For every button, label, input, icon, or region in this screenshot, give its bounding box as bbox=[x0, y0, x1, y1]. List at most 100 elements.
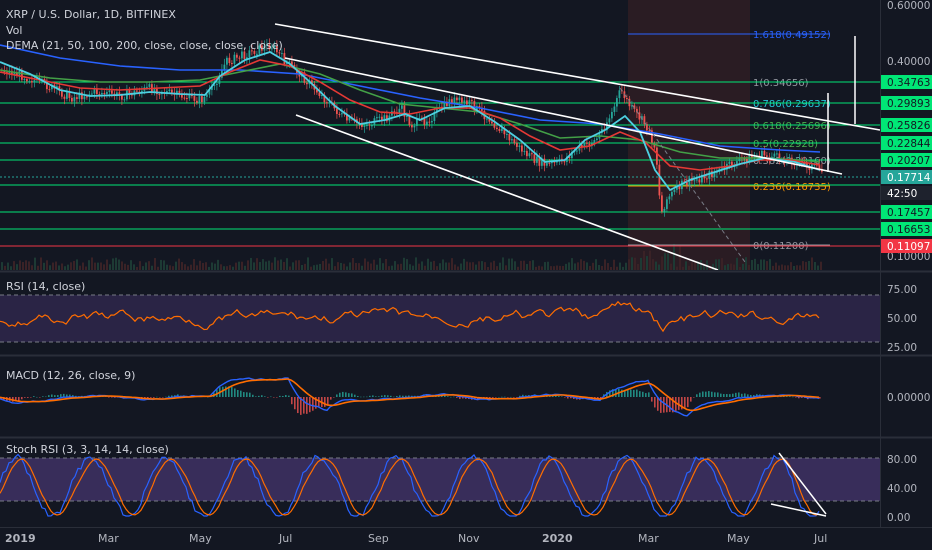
volume-bar bbox=[127, 264, 129, 270]
candle-body bbox=[26, 78, 28, 82]
volume-bar bbox=[808, 260, 810, 270]
trendlines[interactable] bbox=[274, 23, 880, 270]
time-axis[interactable]: 2019 Mar May Jul Sep Nov 2020 Mar May Ju… bbox=[5, 532, 827, 545]
macd-histogram-bar bbox=[651, 397, 653, 402]
price-axis[interactable]: 0.60000 0.40000 0.10000 0.347630.298930.… bbox=[880, 0, 932, 270]
volume-bar bbox=[814, 261, 816, 270]
channel-mid-trendline[interactable] bbox=[284, 57, 843, 175]
volume-bar bbox=[289, 266, 291, 270]
candle-body bbox=[773, 153, 776, 157]
candle-body bbox=[731, 161, 733, 167]
volume-bar bbox=[457, 266, 459, 270]
volume-bar bbox=[85, 266, 87, 270]
candle-body bbox=[411, 124, 413, 128]
candle-body bbox=[58, 86, 61, 91]
macd-histogram-bar bbox=[57, 395, 59, 397]
macd-histogram-bar bbox=[633, 389, 635, 397]
volume-bar bbox=[499, 262, 501, 270]
macd-histogram-bar bbox=[288, 395, 290, 397]
volume-bar bbox=[10, 266, 12, 270]
candle-body bbox=[711, 171, 713, 177]
channel-lower-trendline[interactable] bbox=[295, 114, 719, 270]
stoch-trendline-lower[interactable] bbox=[770, 503, 827, 517]
candle-body bbox=[788, 157, 791, 159]
volume-bar bbox=[316, 264, 318, 270]
volume-bar bbox=[247, 260, 249, 270]
candle-body bbox=[98, 94, 101, 96]
symbol-title: XRP / U.S. Dollar, 1D, BITFINEX bbox=[6, 8, 176, 21]
volume-bar bbox=[49, 265, 51, 270]
candle-body bbox=[706, 178, 708, 180]
candle-body bbox=[683, 180, 686, 182]
candle-body bbox=[306, 82, 308, 85]
volume-bar bbox=[169, 265, 171, 270]
rsi-pane[interactable]: RSI (14, close) 75.00 50.00 25.00 bbox=[0, 280, 917, 354]
candle-body bbox=[158, 94, 161, 96]
macd-histogram-bar bbox=[255, 396, 257, 397]
macd-label: MACD (12, 26, close, 9) bbox=[6, 369, 135, 382]
volume-bar bbox=[496, 266, 498, 270]
volume-bar bbox=[31, 265, 33, 270]
macd-histogram-bar bbox=[522, 394, 524, 397]
candle-body bbox=[503, 128, 506, 135]
dema-50-line bbox=[0, 59, 821, 171]
macd-histogram-bar bbox=[663, 397, 665, 413]
candle-body bbox=[201, 96, 203, 103]
volume-bar bbox=[439, 263, 441, 270]
candle-body bbox=[341, 113, 343, 115]
candle-body bbox=[466, 100, 468, 105]
volume-bar bbox=[310, 266, 312, 270]
volume-bar bbox=[637, 263, 639, 270]
volume-bar bbox=[67, 264, 69, 270]
fib-level-label: 1(0.34656) bbox=[753, 78, 809, 89]
candle-body bbox=[468, 100, 471, 105]
stoch-trendline-upper[interactable] bbox=[778, 452, 827, 515]
candle-body bbox=[86, 96, 88, 98]
volume-bar bbox=[685, 261, 687, 270]
stoch-rsi-pane[interactable]: Stoch RSI (3, 3, 14, 14, close) 80.00 40… bbox=[0, 443, 917, 524]
candle-body bbox=[491, 121, 493, 124]
macd-histogram-bar bbox=[258, 395, 260, 397]
candle-body bbox=[416, 118, 418, 126]
macd-histogram-bar bbox=[639, 391, 641, 397]
volume-bar bbox=[298, 260, 300, 270]
macd-histogram-bar bbox=[252, 394, 254, 397]
macd-histogram-bar bbox=[234, 388, 236, 397]
candle-body bbox=[321, 94, 323, 96]
volume-bar bbox=[361, 265, 363, 270]
macd-histogram-bar bbox=[48, 395, 50, 397]
macd-pane[interactable]: MACD (12, 26, close, 9) 0.00000 bbox=[0, 369, 930, 417]
volume-bar bbox=[754, 258, 756, 270]
candle-body bbox=[446, 101, 448, 107]
candle-body bbox=[186, 97, 188, 99]
fib-level-label: 1.618(0.49152) bbox=[753, 30, 831, 41]
candle-body bbox=[118, 92, 121, 96]
candle-body bbox=[428, 121, 431, 123]
macd-histogram-bar bbox=[567, 397, 569, 399]
macd-histogram-bar bbox=[402, 395, 404, 397]
macd-histogram-bar bbox=[18, 397, 20, 401]
price-tag-label: 0.20207 bbox=[887, 155, 930, 167]
macd-histogram-bar bbox=[300, 397, 302, 415]
macd-histogram-bar bbox=[693, 397, 695, 398]
volume-bar bbox=[613, 259, 615, 270]
volume-bar bbox=[430, 261, 432, 270]
macd-histogram-bar bbox=[363, 396, 365, 398]
candle-body bbox=[288, 61, 291, 63]
horizontal-levels[interactable] bbox=[0, 81, 880, 247]
volume-bar bbox=[367, 261, 369, 270]
volume-bar bbox=[811, 257, 813, 270]
macd-histogram-bar bbox=[147, 397, 149, 399]
macd-histogram-bar bbox=[228, 386, 230, 397]
stoch-d-line bbox=[0, 458, 820, 516]
macd-histogram-bar bbox=[69, 394, 71, 397]
volume-bar bbox=[73, 260, 75, 270]
macd-histogram-bar bbox=[459, 397, 461, 399]
candle-body bbox=[278, 52, 281, 54]
macd-histogram-bar bbox=[519, 395, 521, 397]
candle-body bbox=[486, 118, 488, 120]
macd-histogram-bar bbox=[684, 397, 686, 409]
channel-upper-trendline[interactable] bbox=[274, 23, 880, 131]
price-pane[interactable]: 1.618(0.49152) 1(0.34656) 0.786(0.29637) 0.… bbox=[0, 0, 880, 270]
